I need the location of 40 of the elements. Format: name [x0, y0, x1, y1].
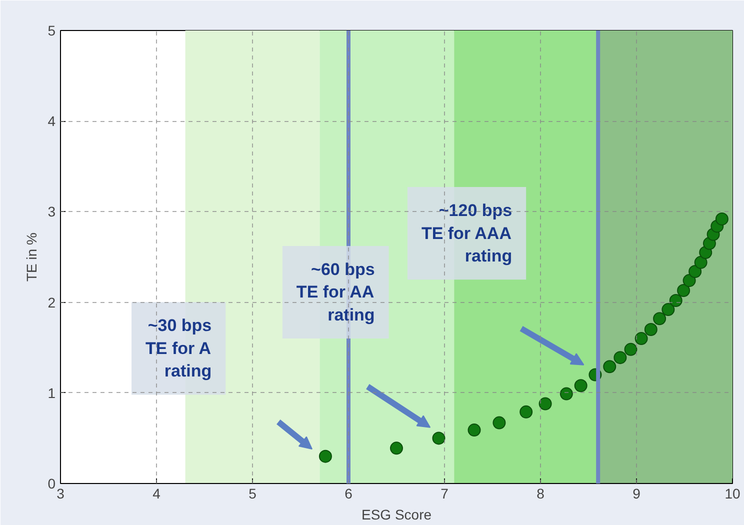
x-tick-label: 9	[632, 486, 641, 502]
point	[614, 351, 627, 364]
point	[492, 416, 506, 430]
y-tick-label: 2	[48, 294, 56, 310]
y-tick-label: 4	[48, 113, 56, 130]
y-tick-label: 1	[48, 384, 56, 401]
point	[715, 212, 728, 226]
point	[603, 360, 616, 374]
annotation: ~30 bps TE for A rating	[146, 316, 212, 381]
point	[688, 265, 702, 278]
annotation: ~60 bps TE for AA rating	[296, 260, 375, 325]
point	[468, 424, 481, 437]
y-tick-label: 0	[48, 476, 56, 492]
point	[574, 379, 588, 392]
point	[520, 405, 533, 418]
x-tick-label: 5	[248, 486, 257, 502]
point	[624, 342, 638, 356]
point	[682, 274, 696, 288]
point	[644, 322, 658, 336]
y-axis-title: TE in %	[24, 232, 40, 282]
x-tick-label: 10	[724, 486, 740, 502]
point	[694, 256, 708, 269]
point	[318, 450, 332, 463]
x-axis-title: ESG Score	[361, 506, 432, 522]
point	[653, 312, 666, 326]
x-tick-label: 7	[440, 486, 449, 502]
point	[669, 294, 682, 307]
annotation: ~120 bps TE for AAA rating	[421, 201, 512, 266]
y-tick-label: 5	[48, 22, 56, 38]
point	[390, 442, 403, 455]
point	[677, 284, 690, 298]
y-tick-label: 3	[48, 204, 56, 220]
x-tick-label: 8	[536, 486, 545, 502]
point	[538, 397, 552, 410]
point	[432, 432, 446, 445]
point	[634, 332, 648, 346]
x-tick-label: 4	[152, 486, 161, 502]
x-tick-label: 6	[344, 486, 353, 502]
point	[560, 387, 573, 400]
point	[662, 303, 675, 316]
